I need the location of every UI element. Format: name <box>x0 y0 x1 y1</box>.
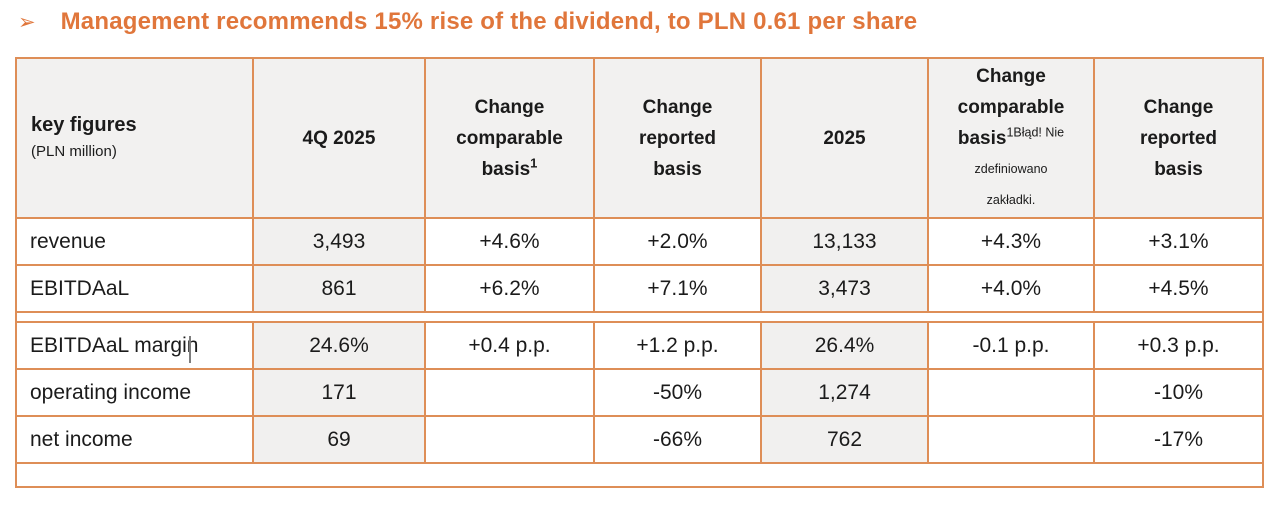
row-label: EBITDAaL margin <box>15 321 254 370</box>
table-row-ebitdaal: EBITDAaL 861 +6.2% +7.1% 3,473 +4.0% +4.… <box>15 264 1264 313</box>
table-cell: -50% <box>593 368 762 417</box>
table-cell: 1,274 <box>760 368 929 417</box>
row-label: EBITDAaL <box>15 264 254 313</box>
table-cell: +4.0% <box>927 264 1095 313</box>
header-change-comparable-year-lines: Change comparable <box>957 65 1065 118</box>
table-cell <box>927 368 1095 417</box>
table-cell: -0.1 p.p. <box>927 321 1095 370</box>
table-row-net-income: net income 69 -66% 762 -17% <box>15 415 1264 464</box>
arrow-bullet-icon: ➢ <box>18 9 36 34</box>
header-4q-2025: 4Q 2025 <box>252 57 426 219</box>
table-cell: 861 <box>252 264 426 313</box>
table-cell: +7.1% <box>593 264 762 313</box>
table-cell: +4.6% <box>424 217 595 266</box>
table-cell <box>424 368 595 417</box>
footnote-superscript: 1 <box>530 155 538 171</box>
text-cursor-caret <box>189 336 191 363</box>
table-cell: 3,493 <box>252 217 426 266</box>
table-cell: +3.1% <box>1093 217 1264 266</box>
table-cell: 171 <box>252 368 426 417</box>
table-cell: 24.6% <box>252 321 426 370</box>
table-cell: 69 <box>252 415 426 464</box>
table-cell: +4.5% <box>1093 264 1264 313</box>
table-cell: 13,133 <box>760 217 929 266</box>
header-key-figures-unit: (PLN million) <box>31 143 117 160</box>
table-row-revenue: revenue 3,493 +4.6% +2.0% 13,133 +4.3% +… <box>15 217 1264 266</box>
key-figures-table: key figures (PLN million) 4Q 2025 Change… <box>15 57 1264 488</box>
table-cell <box>927 415 1095 464</box>
table-row-ebitdaal-margin: EBITDAaL margin 24.6% +0.4 p.p. +1.2 p.p… <box>15 321 1264 370</box>
bookmark-error-line: zdefiniowano <box>974 161 1048 176</box>
table-header-row: key figures (PLN million) 4Q 2025 Change… <box>15 57 1264 219</box>
header-change-reported-year: Change reported basis <box>1093 57 1264 219</box>
row-label: operating income <box>15 368 254 417</box>
table-cell: 762 <box>760 415 929 464</box>
slide-title-text: Management recommends 15% rise of the di… <box>60 8 918 35</box>
table-footer-row <box>15 462 1264 488</box>
slide-title: ➢ Management recommends 15% rise of the … <box>18 8 917 36</box>
table-cell: +6.2% <box>424 264 595 313</box>
table-cell: -10% <box>1093 368 1264 417</box>
table-cell <box>424 415 595 464</box>
table-cell: +1.2 p.p. <box>593 321 762 370</box>
table-cell: 3,473 <box>760 264 929 313</box>
bookmark-error-superscript: 1Błąd! Nie <box>1006 125 1065 140</box>
row-label: net income <box>15 415 254 464</box>
header-change-comparable-quarter-lines: Change comparable <box>456 96 563 149</box>
header-change-comparable-quarter-basis: basis1 <box>481 155 538 180</box>
table-cell: +0.4 p.p. <box>424 321 595 370</box>
header-2025: 2025 <box>760 57 929 219</box>
table-cell: -17% <box>1093 415 1264 464</box>
table-cell: -66% <box>593 415 762 464</box>
header-change-comparable-year: Change comparable basis1Błąd! Nie zdefin… <box>927 57 1095 219</box>
header-change-reported-quarter: Change reported basis <box>593 57 762 219</box>
header-change-comparable-quarter: Change comparable basis1 <box>424 57 595 219</box>
row-label: revenue <box>15 217 254 266</box>
table-row-operating-income: operating income 171 -50% 1,274 -10% <box>15 368 1264 417</box>
header-key-figures: key figures (PLN million) <box>15 57 254 219</box>
table-cell: 26.4% <box>760 321 929 370</box>
bookmark-error-line: zakładki. <box>986 192 1036 207</box>
table-cell: +4.3% <box>927 217 1095 266</box>
table-section-gap <box>15 311 1264 323</box>
table-cell: +2.0% <box>593 217 762 266</box>
header-change-comparable-year-basis: basis1Błąd! Nie <box>957 125 1065 149</box>
table-cell: +0.3 p.p. <box>1093 321 1264 370</box>
header-key-figures-title: key figures <box>31 114 137 136</box>
